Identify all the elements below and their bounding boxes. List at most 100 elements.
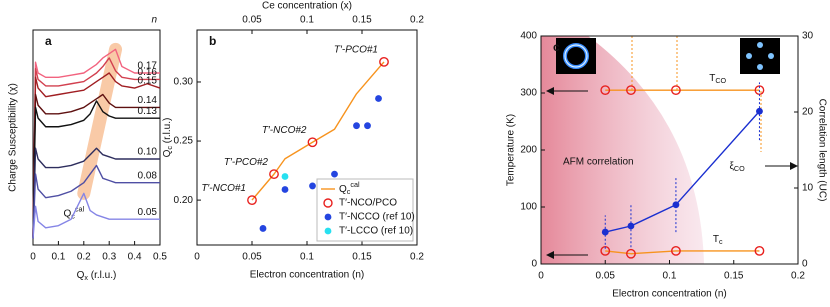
marker xyxy=(375,95,382,102)
y-axis-label-sub: c xyxy=(165,146,174,150)
y-tick-label: 300 xyxy=(520,88,537,99)
series-label-sub: CO xyxy=(734,164,745,173)
x-tick-label: 0 xyxy=(194,252,200,263)
y-tick-label: 0 xyxy=(531,259,537,270)
marker xyxy=(671,85,681,96)
y-axis-label-text: Q xyxy=(162,149,173,157)
series-line xyxy=(32,48,160,239)
series-label: 0.16 xyxy=(138,67,158,78)
x-tick-label: 0.15 xyxy=(352,252,372,263)
annotation-sup: cal xyxy=(75,204,85,213)
x-axis-label-text: Q xyxy=(77,270,85,281)
marker xyxy=(281,173,289,180)
x-axis-label-after: (r.l.u.) xyxy=(88,270,116,281)
inset-ring xyxy=(556,38,596,74)
series-label: 0.17 xyxy=(138,61,158,72)
x-tick-label: 0.05 xyxy=(596,271,616,282)
series-label-text: T xyxy=(713,234,719,245)
marker xyxy=(672,201,680,209)
series-label: 0.10 xyxy=(138,147,158,158)
y2-tick-label: 0 xyxy=(802,259,808,270)
marker xyxy=(269,169,279,180)
series-line xyxy=(32,164,160,239)
legend-label: Qccal xyxy=(339,180,360,196)
series-label: ξCO xyxy=(729,161,745,173)
y-tick-label: 100 xyxy=(520,202,537,213)
legend-swatch xyxy=(323,198,333,208)
marker xyxy=(353,122,360,130)
point-label: T′-PCO#1 xyxy=(334,45,378,56)
marker xyxy=(307,137,318,148)
x-tick-label: 0.1 xyxy=(663,271,677,282)
series-label-text: T xyxy=(709,73,715,84)
x-tick-label: 0.3 xyxy=(102,252,116,263)
marker xyxy=(259,225,267,232)
x-tick-label: 0.5 xyxy=(153,252,167,263)
y-tick-label: 400 xyxy=(520,31,537,42)
marker xyxy=(247,195,257,206)
x-tick-label: 0.1 xyxy=(300,252,314,263)
x2-tick-label: 0.05 xyxy=(242,15,262,26)
legend-label-text: Q xyxy=(339,184,347,195)
marker xyxy=(601,228,609,236)
marker xyxy=(600,85,611,96)
x-tick-label: 0.2 xyxy=(410,252,424,263)
legend-label: T′-NCCO (ref 10) xyxy=(339,212,415,223)
x-tick-label: 0 xyxy=(538,271,544,282)
x-tick-label: 0.1 xyxy=(51,252,65,263)
y-tick-label: 0.25 xyxy=(174,136,194,147)
y-tick-label: 0.20 xyxy=(174,195,194,206)
series-label: 0.08 xyxy=(138,170,158,181)
series-label: 0.15 xyxy=(138,76,158,87)
series-line xyxy=(32,147,160,239)
point-label: T′-NCO#2 xyxy=(262,125,307,136)
y-axis-label: Qc (r.l.u.) xyxy=(162,118,174,158)
panel-label: b xyxy=(209,34,216,48)
x-tick-label: 0.15 xyxy=(724,271,744,282)
legend-label: T′-NCO/PCO xyxy=(339,198,397,209)
y-axis-label: Temperature (K) xyxy=(506,114,517,186)
x-axis-label: Qx (r.l.u.) xyxy=(77,270,117,282)
marker xyxy=(600,245,611,256)
marker xyxy=(754,245,765,256)
marker xyxy=(626,248,636,259)
panel-label: c xyxy=(553,40,560,54)
region-label: AFM correlation xyxy=(563,157,634,168)
y-axis-label-after: (r.l.u.) xyxy=(162,118,173,146)
marker xyxy=(756,107,763,115)
panel-label: a xyxy=(45,34,52,48)
series-line xyxy=(32,100,160,239)
plot-frame xyxy=(32,29,161,246)
y2-tick-label: 10 xyxy=(802,183,814,194)
series-line xyxy=(32,57,160,239)
series-line xyxy=(251,61,385,201)
marker xyxy=(281,186,289,193)
marker xyxy=(627,222,635,230)
marker xyxy=(331,170,338,178)
x2-axis-label: Ce concentration (x) xyxy=(262,1,352,12)
legend-title: n xyxy=(151,15,157,26)
series-line xyxy=(605,250,760,255)
series-label: 0.05 xyxy=(138,207,158,218)
series-label: 0.14 xyxy=(138,95,158,106)
marker xyxy=(364,122,371,130)
series-label: TCO xyxy=(709,73,726,85)
x2-tick-label: 0.1 xyxy=(300,15,314,26)
series-label: Tc xyxy=(713,234,723,246)
x-axis-label: Electron concentration (n) xyxy=(250,270,365,281)
series-line xyxy=(32,192,160,239)
legend-label-sub: c xyxy=(347,187,351,196)
annotation-text: Q xyxy=(64,208,72,219)
y-tick-label: 0.30 xyxy=(174,77,194,88)
x-tick-label: 0.2 xyxy=(791,271,805,282)
legend-label-sup: cal xyxy=(350,180,360,189)
marker xyxy=(309,182,316,190)
x-tick-label: 0.4 xyxy=(128,252,142,263)
x-axis-label-sub: x xyxy=(84,273,88,282)
point-label: T′-NCO#1 xyxy=(201,183,246,194)
x2-tick-label: 0.15 xyxy=(352,15,372,26)
afm-region xyxy=(541,36,704,264)
series-line xyxy=(32,72,161,239)
series-line xyxy=(605,110,760,233)
